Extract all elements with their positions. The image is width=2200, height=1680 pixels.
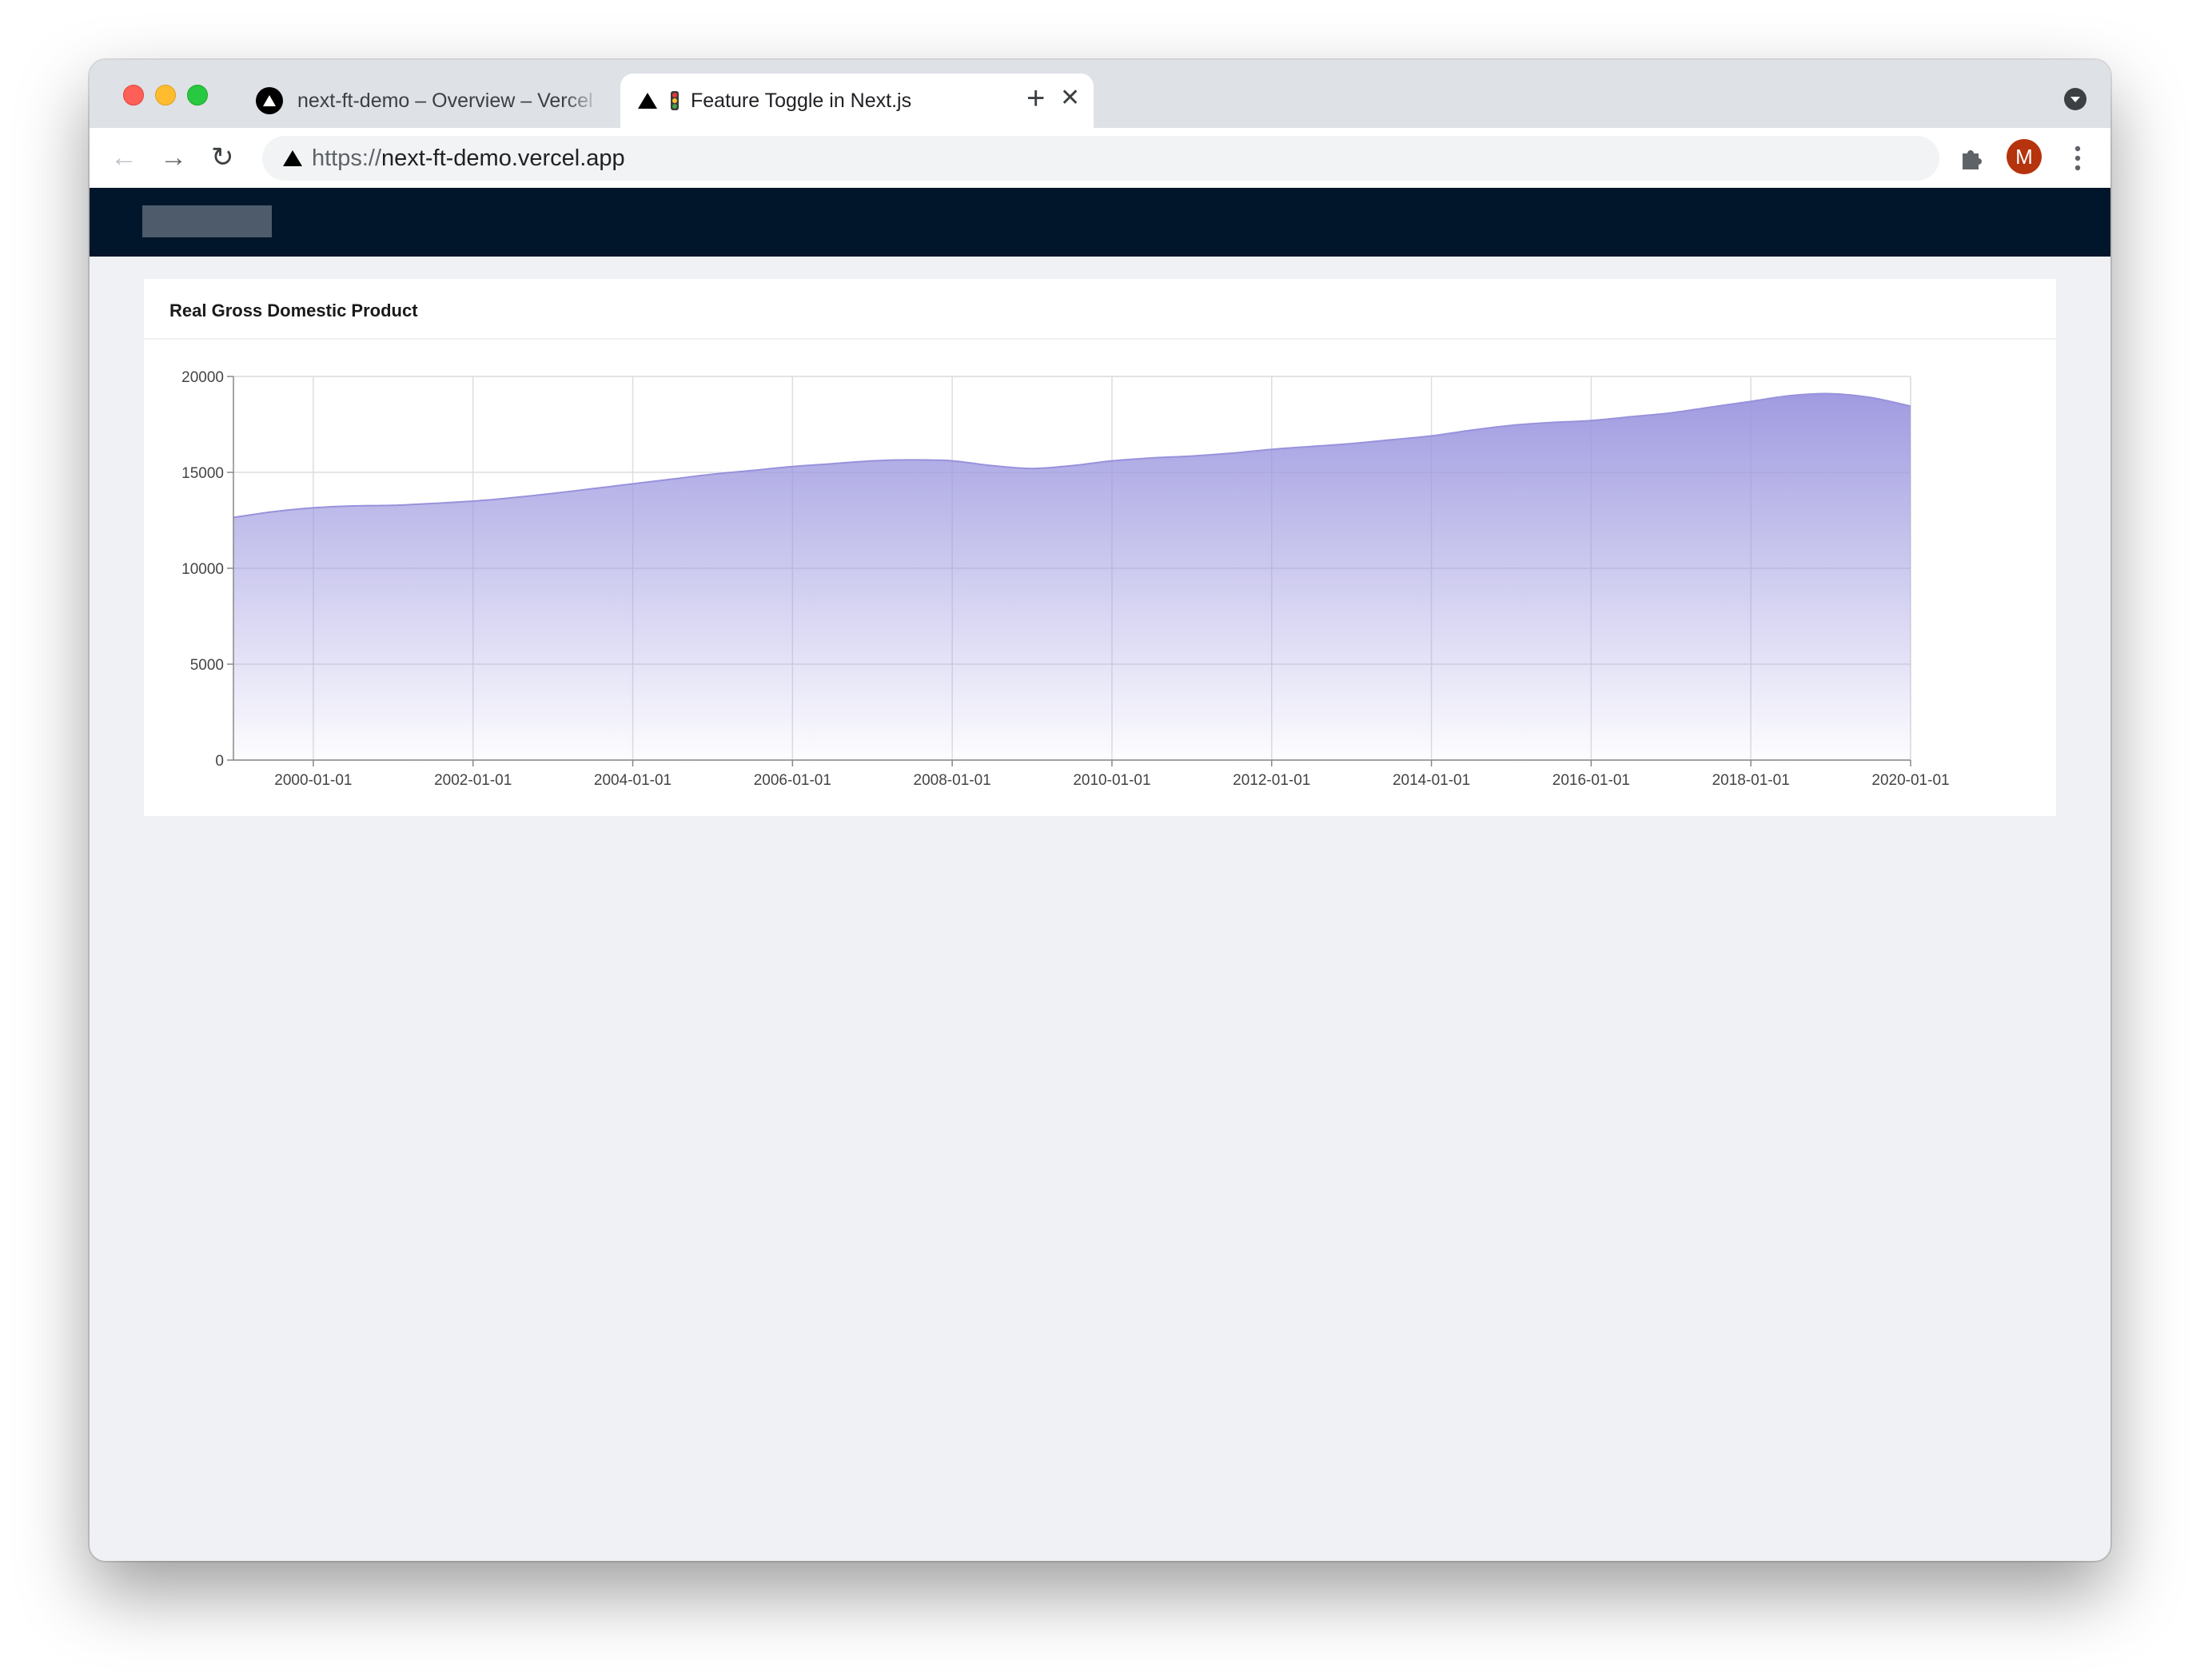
y-tick-label: 20000 xyxy=(181,369,224,386)
profile-avatar[interactable]: M xyxy=(2007,139,2042,174)
vercel-triangle-icon xyxy=(638,93,657,109)
address-bar[interactable]: https://next-ft-demo.vercel.app xyxy=(262,136,1939,181)
traffic-light-icon xyxy=(671,91,679,110)
x-tick-label: 2004-01-01 xyxy=(594,772,672,789)
browser-toolbar: ← → ↻ https://next-ft-demo.vercel.app M xyxy=(90,128,2110,188)
close-window-button[interactable] xyxy=(123,85,144,105)
x-tick-label: 2006-01-01 xyxy=(754,772,831,789)
forward-arrow-icon[interactable]: → xyxy=(160,142,187,173)
x-tick-label: 2008-01-01 xyxy=(914,772,991,789)
extensions-puzzle-icon[interactable] xyxy=(1958,145,1983,171)
x-tick-label: 2018-01-01 xyxy=(1712,772,1790,789)
y-tick-label: 15000 xyxy=(181,465,224,482)
more-menu-icon[interactable] xyxy=(2073,144,2082,173)
url-text: https://next-ft-demo.vercel.app xyxy=(312,145,625,171)
site-header xyxy=(90,188,2110,257)
x-tick-label: 2016-01-01 xyxy=(1552,772,1630,789)
site-logo[interactable] xyxy=(142,205,272,237)
gdp-area-chart: 0 5000 10000 15000 20000 2000-01-01 2002-01-01… xyxy=(181,369,1949,789)
y-tick-label: 10000 xyxy=(181,561,224,578)
browser-window: next-ft-demo – Overview – Vercel ✕ Featu… xyxy=(90,60,2110,1561)
back-arrow-icon[interactable]: ← xyxy=(110,142,138,173)
card-header xyxy=(144,279,2056,340)
gdp-area-fill xyxy=(233,393,1911,760)
tab-title: next-ft-demo – Overview – Vercel xyxy=(297,89,593,112)
y-tick-label: 5000 xyxy=(190,657,224,674)
site-info-triangle-icon[interactable] xyxy=(283,150,302,166)
x-tick-label: 2020-01-01 xyxy=(1871,772,1949,789)
tab-title: Feature Toggle in Next.js xyxy=(691,89,912,112)
minimize-window-button[interactable] xyxy=(155,85,176,105)
x-tick-label: 2014-01-01 xyxy=(1393,772,1470,789)
x-tick-label: 2012-01-01 xyxy=(1233,772,1310,789)
y-tick-label: 0 xyxy=(215,753,224,770)
card-title: Real Gross Domestic Product xyxy=(169,301,418,320)
gdp-area-line xyxy=(233,392,1911,519)
x-tick-label: 2010-01-01 xyxy=(1073,772,1150,789)
tab-vercel-overview[interactable]: next-ft-demo – Overview – Vercel ✕ xyxy=(238,74,702,128)
tab-feature-toggle[interactable]: Feature Toggle in Next.js ✕ xyxy=(620,74,1094,128)
new-tab-plus-icon[interactable]: + xyxy=(1026,81,1046,116)
tab-strip: next-ft-demo – Overview – Vercel ✕ Featu… xyxy=(90,60,2110,128)
tab-search-chevron-icon[interactable] xyxy=(2064,88,2086,110)
reload-icon[interactable]: ↻ xyxy=(211,142,234,173)
vercel-favicon-icon xyxy=(256,87,283,114)
gdp-card: Real Gross Domestic Product 0 5000 10000 15… xyxy=(144,279,2056,816)
x-tick-label: 2002-01-01 xyxy=(434,772,512,789)
x-tick-label: 2000-01-01 xyxy=(274,772,352,789)
close-tab-icon[interactable]: ✕ xyxy=(1060,85,1081,111)
maximize-window-button[interactable] xyxy=(187,85,208,105)
